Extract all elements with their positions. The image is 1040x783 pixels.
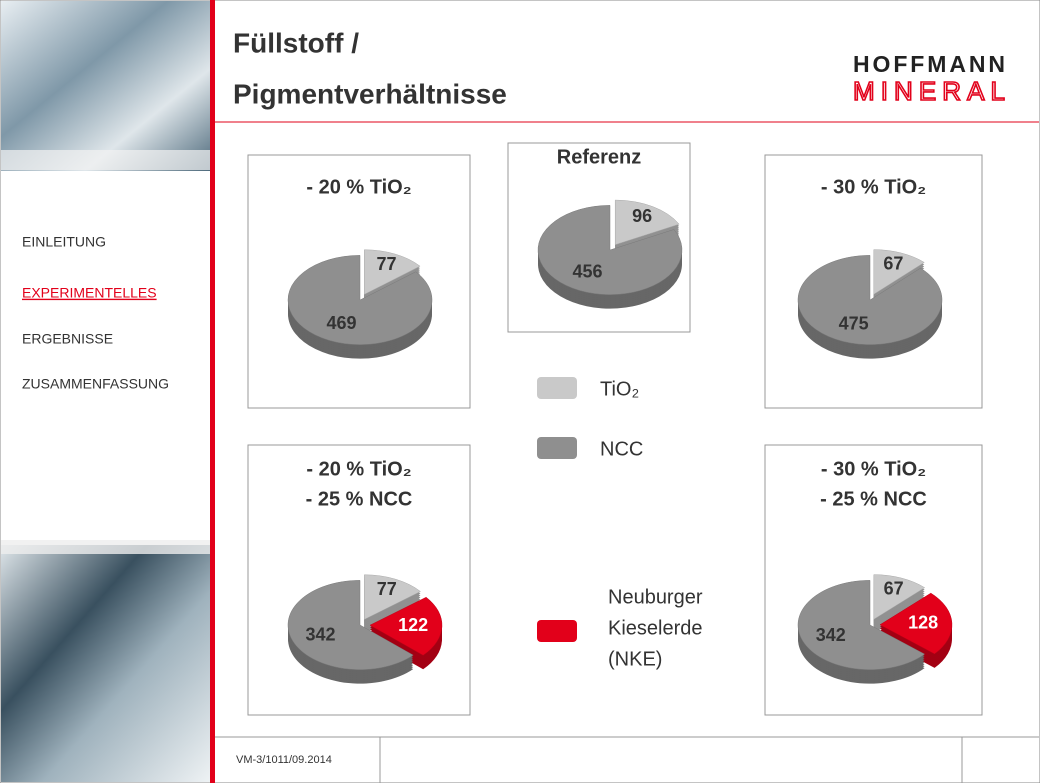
nav-item-active[interactable]: EXPERIMENTELLES: [22, 285, 157, 301]
slice-label: 77: [376, 254, 396, 274]
slice-label: 342: [816, 625, 846, 645]
title: Pigmentverhältnisse: [233, 78, 507, 109]
pie-slice: [873, 249, 925, 295]
footer-text: VM-3/1011/09.2014: [236, 754, 332, 766]
slice-label: 469: [326, 313, 356, 333]
chart-title: - 20 % TiO₂: [306, 176, 411, 198]
pie-slice: [797, 580, 926, 670]
slice-label: 122: [398, 615, 428, 635]
title: Füllstoff /: [233, 27, 359, 58]
slice-label: 456: [573, 262, 603, 282]
sidebar-image-top: [1, 1, 210, 171]
pie-slice: [369, 596, 443, 656]
pie-slice: [537, 205, 683, 295]
chart-frame: [764, 154, 983, 409]
nav-item[interactable]: ZUSAMMENFASSUNG: [22, 376, 169, 392]
slice-label: 77: [377, 579, 397, 599]
slice-label: 67: [883, 253, 903, 273]
slice-label: 128: [908, 612, 938, 632]
pie-slice: [287, 255, 433, 345]
legend-label: NCC: [600, 438, 643, 460]
legend-label: TiO₂: [600, 378, 639, 400]
logo: HOFFMANN: [853, 51, 1005, 77]
sidebar-stripe: [1, 540, 210, 554]
legend-swatch: [537, 437, 577, 459]
nav-item[interactable]: ERGEBNISSE: [22, 331, 113, 347]
legend-label: Kieselerde: [608, 617, 703, 639]
chart-title: - 25 % NCC: [820, 488, 927, 510]
sidebar-stripe: [1, 150, 210, 170]
red-divider: [210, 0, 215, 783]
pie-slice: [614, 199, 680, 246]
chart-title: - 30 % TiO₂: [821, 176, 926, 198]
slice-label: 342: [305, 625, 335, 645]
chart-title: - 25 % NCC: [306, 488, 413, 510]
pie-slice: [797, 255, 943, 345]
slice-label: 475: [839, 314, 869, 334]
slice-label: 67: [884, 578, 904, 598]
slice-label: 96: [632, 206, 652, 226]
pie-slice: [364, 249, 421, 295]
legend-label: Neuburger: [608, 586, 703, 608]
pie-slice: [364, 574, 421, 620]
pie-slice: [287, 580, 414, 670]
pie-slice: [879, 592, 953, 655]
nav-item[interactable]: EINLEITUNG: [22, 234, 106, 250]
chart-title: - 30 % TiO₂: [821, 458, 926, 480]
chart-title: - 20 % TiO₂: [306, 458, 411, 480]
legend-label: (NKE): [608, 648, 662, 670]
legend-swatch: [537, 377, 577, 399]
pie-slice: [873, 574, 926, 620]
sidebar-image-bottom: [1, 545, 210, 782]
legend-swatch: [537, 620, 577, 642]
chart-title: Referenz: [557, 146, 641, 168]
